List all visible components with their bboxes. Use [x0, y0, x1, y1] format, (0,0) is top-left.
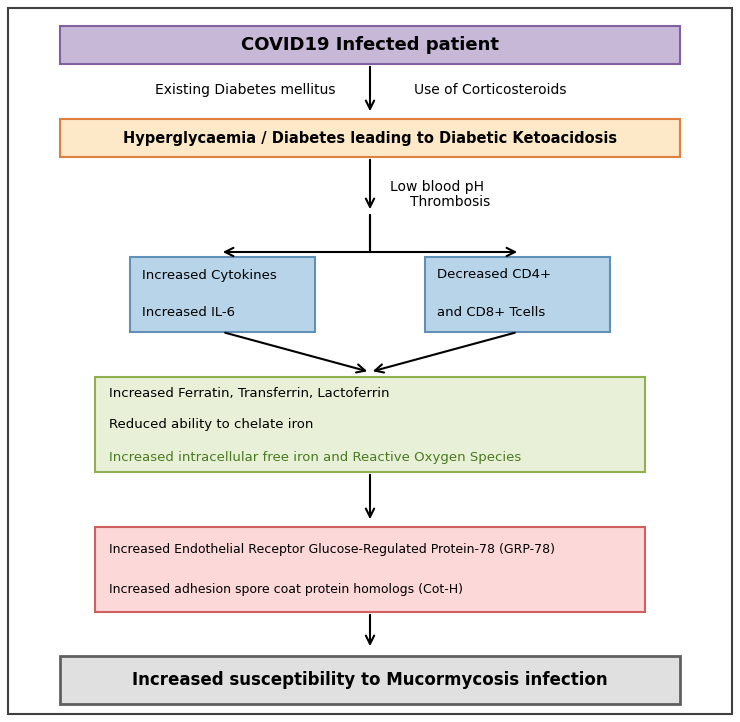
Text: Increased susceptibility to Mucormycosis infection: Increased susceptibility to Mucormycosis…: [132, 671, 608, 689]
Text: Increased intracellular free iron and Reactive Oxygen Species: Increased intracellular free iron and Re…: [109, 451, 521, 464]
Text: Low blood pH: Low blood pH: [390, 180, 484, 194]
FancyBboxPatch shape: [60, 656, 680, 704]
Text: Decreased CD4+: Decreased CD4+: [437, 269, 551, 282]
Text: Increased Endothelial Receptor Glucose-Regulated Protein-78 (GRP-78): Increased Endothelial Receptor Glucose-R…: [109, 542, 555, 555]
Text: Increased Cytokines: Increased Cytokines: [142, 269, 277, 282]
FancyBboxPatch shape: [60, 26, 680, 64]
Text: Increased adhesion spore coat protein homologs (Cot-H): Increased adhesion spore coat protein ho…: [109, 583, 463, 596]
FancyBboxPatch shape: [8, 8, 732, 714]
Text: Hyperglycaemia / Diabetes leading to Diabetic Ketoacidosis: Hyperglycaemia / Diabetes leading to Dia…: [123, 131, 617, 146]
FancyBboxPatch shape: [425, 257, 610, 332]
Text: Reduced ability to chelate iron: Reduced ability to chelate iron: [109, 418, 313, 431]
Text: COVID19 Infected patient: COVID19 Infected patient: [241, 36, 499, 54]
FancyBboxPatch shape: [95, 527, 645, 612]
FancyBboxPatch shape: [130, 257, 315, 332]
FancyBboxPatch shape: [60, 119, 680, 157]
Text: Increased Ferratin, Transferrin, Lactoferrin: Increased Ferratin, Transferrin, Lactofe…: [109, 388, 389, 401]
Text: Increased IL-6: Increased IL-6: [142, 305, 235, 318]
Text: Use of Corticosteroids: Use of Corticosteroids: [414, 83, 566, 97]
Text: Thrombosis: Thrombosis: [410, 195, 491, 209]
Text: and CD8+ Tcells: and CD8+ Tcells: [437, 305, 545, 318]
Text: Existing Diabetes mellitus: Existing Diabetes mellitus: [155, 83, 335, 97]
FancyBboxPatch shape: [95, 377, 645, 472]
